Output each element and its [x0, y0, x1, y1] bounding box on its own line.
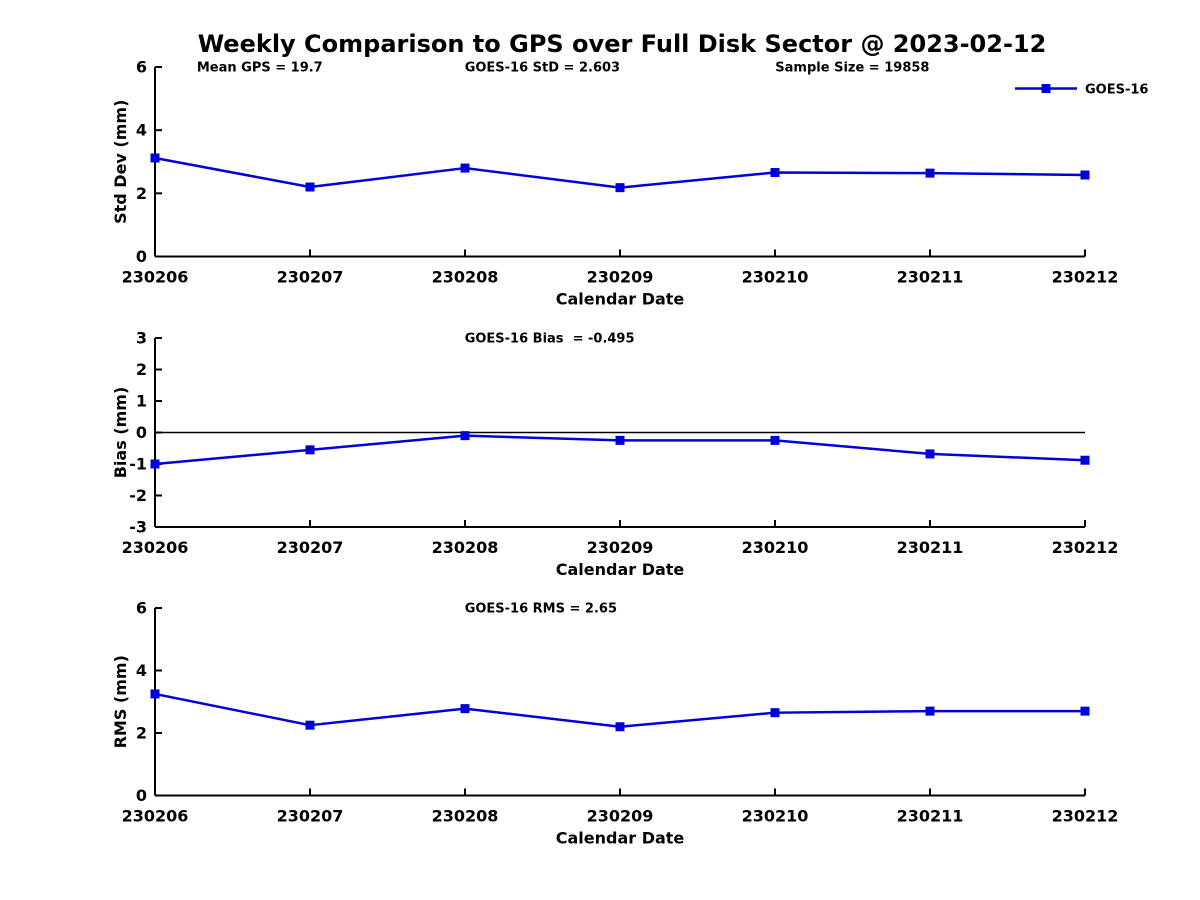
x-tick-label: 230212	[1052, 538, 1119, 557]
x-tick-label: 230210	[742, 538, 809, 557]
annotation: Mean GPS = 19.7	[197, 61, 323, 76]
annotation: Sample Size = 19858	[775, 61, 929, 76]
x-tick-label: 230206	[122, 268, 189, 287]
y-tick-label: 2	[136, 360, 147, 379]
y-tick-label: 2	[136, 724, 147, 743]
data-point-marker	[770, 167, 780, 177]
x-tick-label: 230208	[432, 538, 499, 557]
data-point-marker	[615, 722, 625, 732]
y-tick-label: -1	[129, 455, 147, 474]
data-point-marker	[150, 153, 160, 163]
legend: GOES-16	[1015, 83, 1148, 98]
x-tick-label: 230212	[1052, 807, 1119, 826]
x-tick-label: 230207	[277, 807, 344, 826]
x-tick-label: 230209	[587, 538, 654, 557]
x-tick-label: 230206	[122, 807, 189, 826]
x-tick-label: 230207	[277, 268, 344, 287]
y-tick-label: 3	[136, 329, 147, 348]
data-point-marker	[925, 168, 935, 178]
x-axis-label: Calendar Date	[556, 290, 685, 309]
data-point-marker	[925, 449, 935, 459]
annotation: GOES-16 RMS = 2.65	[465, 602, 617, 617]
legend-marker-icon	[1041, 84, 1051, 93]
data-point-marker	[1080, 455, 1090, 465]
chart-rms: 230206 230207 230208 230209 230210 230211 2302…	[111, 599, 1118, 848]
y-axis-label: Bias (mm)	[111, 387, 130, 479]
x-tick-label: 230209	[587, 807, 654, 826]
data-point-marker	[925, 706, 935, 716]
y-tick-label: 1	[136, 392, 147, 411]
data-point-marker	[150, 459, 160, 469]
x-axis-label: Calendar Date	[556, 560, 685, 579]
data-point-marker	[460, 704, 470, 714]
y-axis-label: RMS (mm)	[111, 655, 130, 748]
x-tick-label: 230209	[587, 268, 654, 287]
x-tick-label: 230212	[1052, 268, 1119, 287]
figure-title: Weekly Comparison to GPS over Full Disk …	[197, 30, 1047, 58]
x-tick-label: 230208	[432, 268, 499, 287]
y-tick-label: 4	[136, 661, 147, 680]
x-axis-label: Calendar Date	[556, 829, 685, 848]
y-tick-label: -3	[129, 518, 147, 537]
x-tick-label: 230210	[742, 268, 809, 287]
data-point-marker	[460, 163, 470, 173]
data-point-marker	[615, 435, 625, 445]
y-tick-label: 6	[136, 599, 147, 618]
y-tick-label: 0	[136, 247, 147, 266]
data-point-marker	[460, 431, 470, 441]
data-point-marker	[305, 182, 315, 192]
y-tick-label: -2	[129, 486, 147, 505]
data-point-marker	[770, 708, 780, 718]
x-tick-label: 230210	[742, 807, 809, 826]
data-point-marker	[770, 435, 780, 445]
y-tick-label: 6	[136, 58, 147, 77]
annotation: GOES-16 StD = 2.603	[465, 61, 620, 76]
x-tick-label: 230207	[277, 538, 344, 557]
data-point-marker	[1080, 706, 1090, 716]
y-tick-label: 2	[136, 184, 147, 203]
legend-label: GOES-16	[1085, 83, 1148, 98]
data-point-marker	[150, 689, 160, 699]
x-tick-label: 230211	[897, 268, 964, 287]
y-axis-label: Std Dev (mm)	[111, 100, 130, 224]
data-point-marker	[305, 720, 315, 730]
annotation: GOES-16 Bias = -0.495	[465, 332, 635, 347]
y-tick-label: 0	[136, 786, 147, 805]
data-point-marker	[1080, 170, 1090, 180]
y-tick-label: 4	[136, 121, 147, 140]
data-point-marker	[615, 183, 625, 193]
y-tick-label: 0	[136, 423, 147, 442]
x-tick-label: 230211	[897, 538, 964, 557]
x-tick-label: 230208	[432, 807, 499, 826]
x-tick-label: 230206	[122, 538, 189, 557]
chart-std-dev: 230206 230207 230208 230209 230210 230211 2302…	[111, 58, 1148, 309]
chart-bias: 230206 230207 230208 230209 230210 230211 2302…	[111, 329, 1118, 580]
data-point-marker	[305, 445, 315, 455]
x-tick-label: 230211	[897, 807, 964, 826]
series-line	[154, 692, 1085, 728]
